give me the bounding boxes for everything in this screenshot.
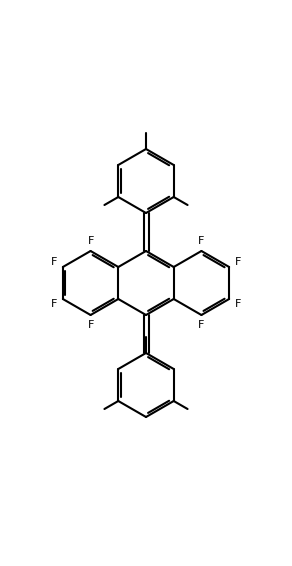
Text: F: F bbox=[51, 299, 58, 309]
Text: F: F bbox=[51, 257, 58, 267]
Text: F: F bbox=[234, 299, 241, 309]
Text: F: F bbox=[87, 320, 94, 330]
Text: F: F bbox=[198, 320, 205, 330]
Text: F: F bbox=[234, 257, 241, 267]
Text: F: F bbox=[87, 236, 94, 246]
Text: F: F bbox=[198, 236, 205, 246]
